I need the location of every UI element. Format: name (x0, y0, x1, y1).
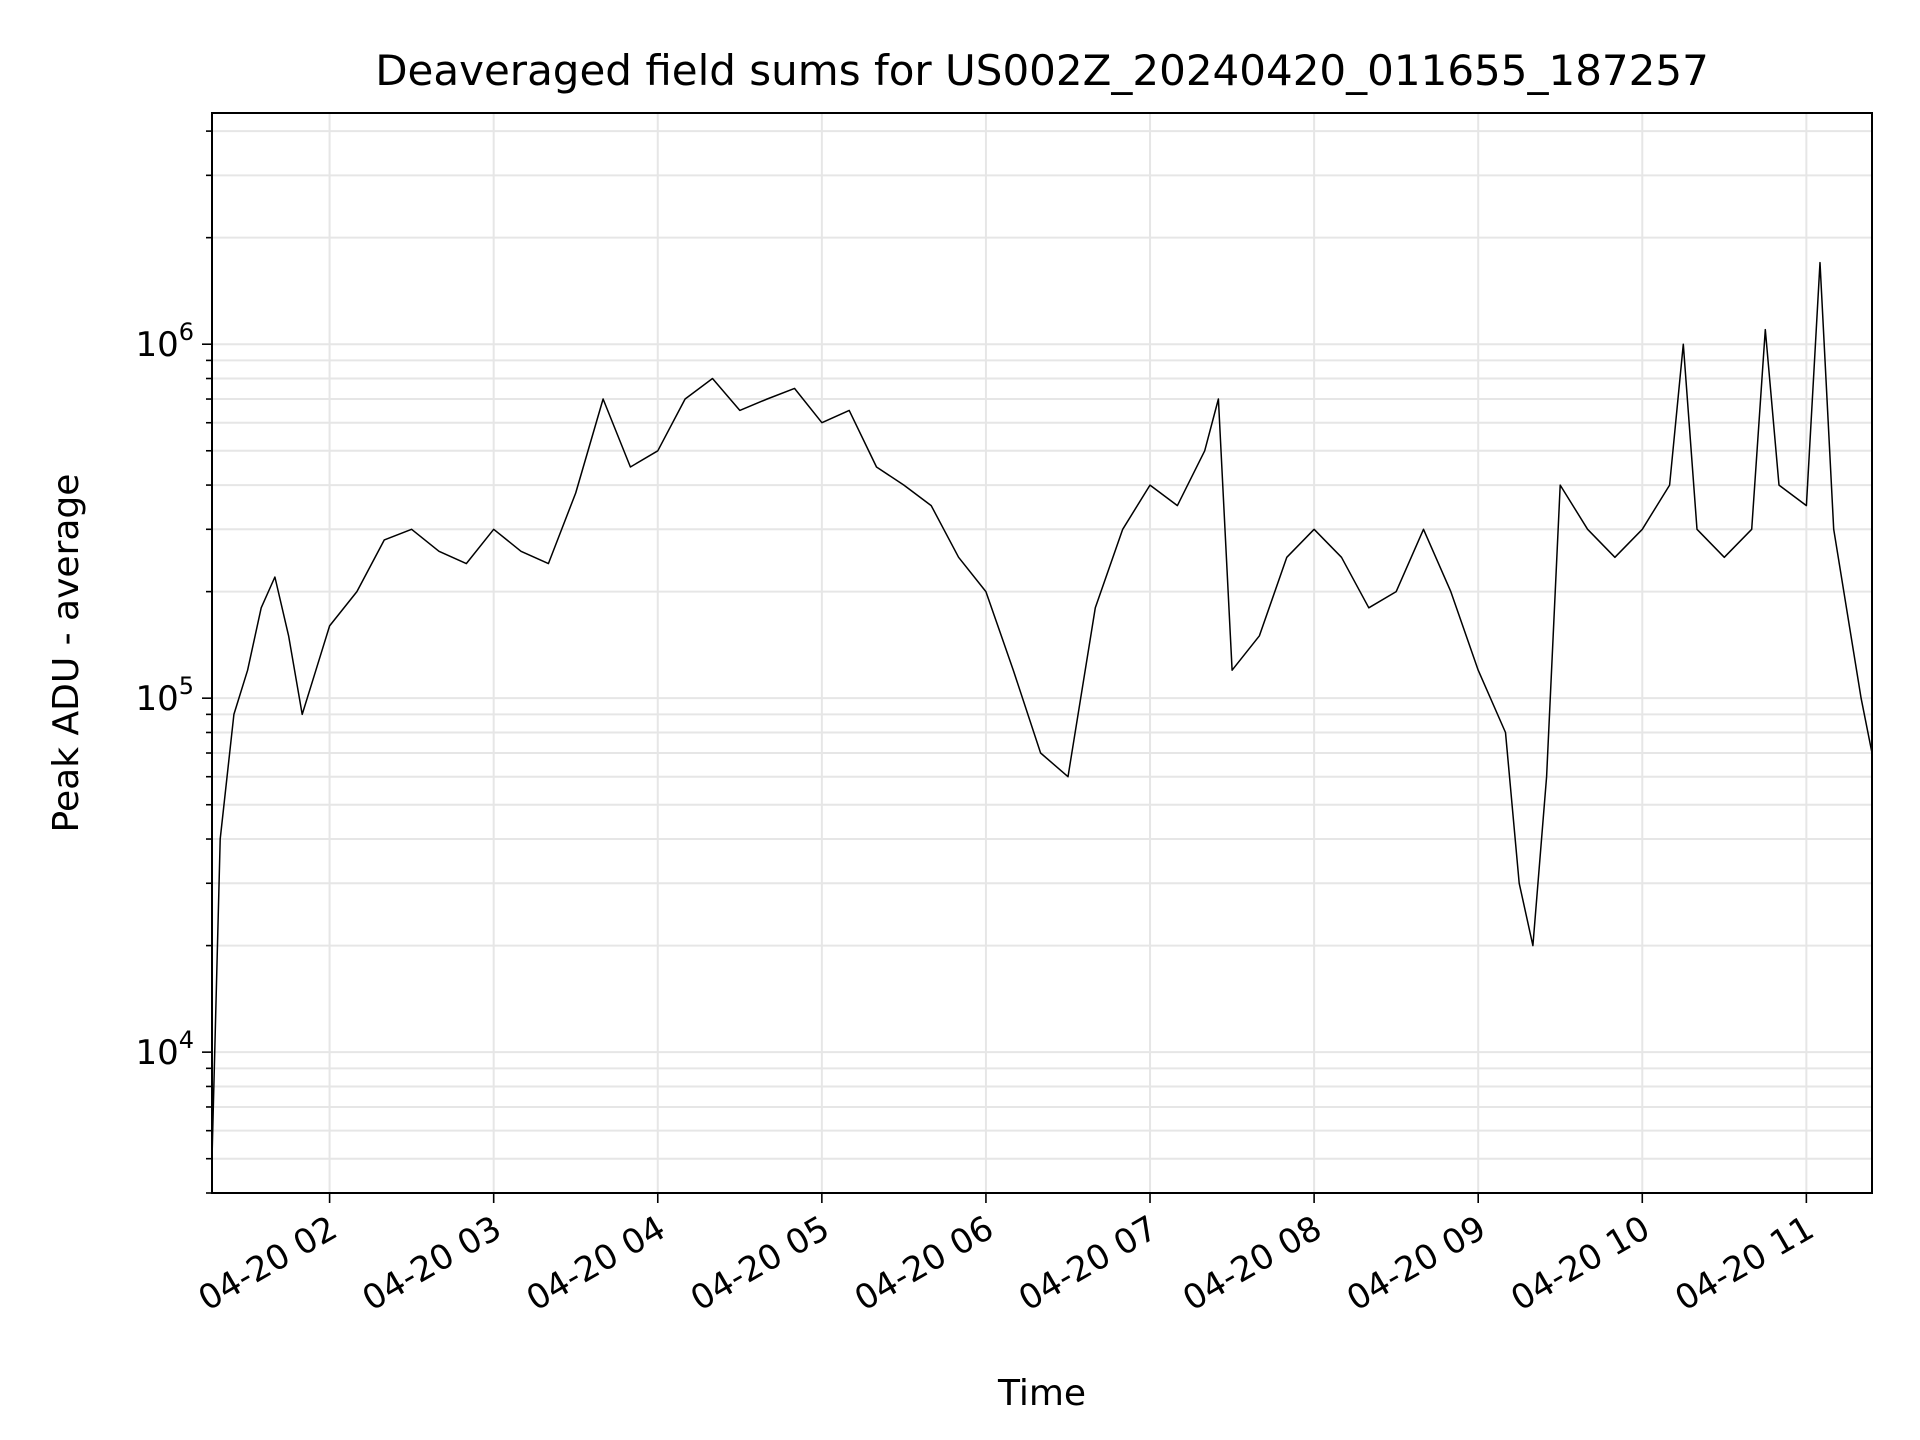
line-layer (211, 261, 1873, 1159)
y-axis-label: Peak ADU - average (46, 474, 87, 833)
x-tick-label: 04-20 02 (192, 1208, 344, 1319)
plot-frame (211, 112, 1873, 1194)
x-tick-label: 04-20 09 (1340, 1208, 1492, 1319)
y-tick-base: 10 (135, 1033, 178, 1073)
x-tick-label: 04-20 10 (1504, 1208, 1656, 1319)
y-tick-exponent: 5 (179, 672, 194, 700)
y-tick-label: 105 (135, 672, 194, 719)
x-tick-label: 04-20 03 (356, 1208, 508, 1319)
y-tick-label: 104 (135, 1026, 194, 1073)
y-tick-base: 10 (135, 679, 178, 719)
series-line (211, 261, 1873, 1159)
x-tick-label: 04-20 04 (520, 1208, 672, 1319)
grid-layer (212, 113, 1872, 1194)
x-tick-label: 04-20 07 (1012, 1208, 1164, 1319)
x-tick-label: 04-20 11 (1668, 1208, 1820, 1319)
y-tick-exponent: 4 (179, 1026, 194, 1054)
y-tick-base: 10 (135, 325, 178, 365)
chart-title: Deaveraged field sums for US002Z_2024042… (375, 46, 1709, 95)
x-tick-label: 04-20 05 (684, 1208, 836, 1319)
y-tick-exponent: 6 (179, 318, 194, 346)
x-axis-label: Time (997, 1373, 1086, 1414)
x-tick-label: 04-20 06 (848, 1208, 1000, 1319)
y-tick-label: 106 (135, 318, 194, 365)
x-tick-label: 04-20 08 (1176, 1208, 1328, 1319)
